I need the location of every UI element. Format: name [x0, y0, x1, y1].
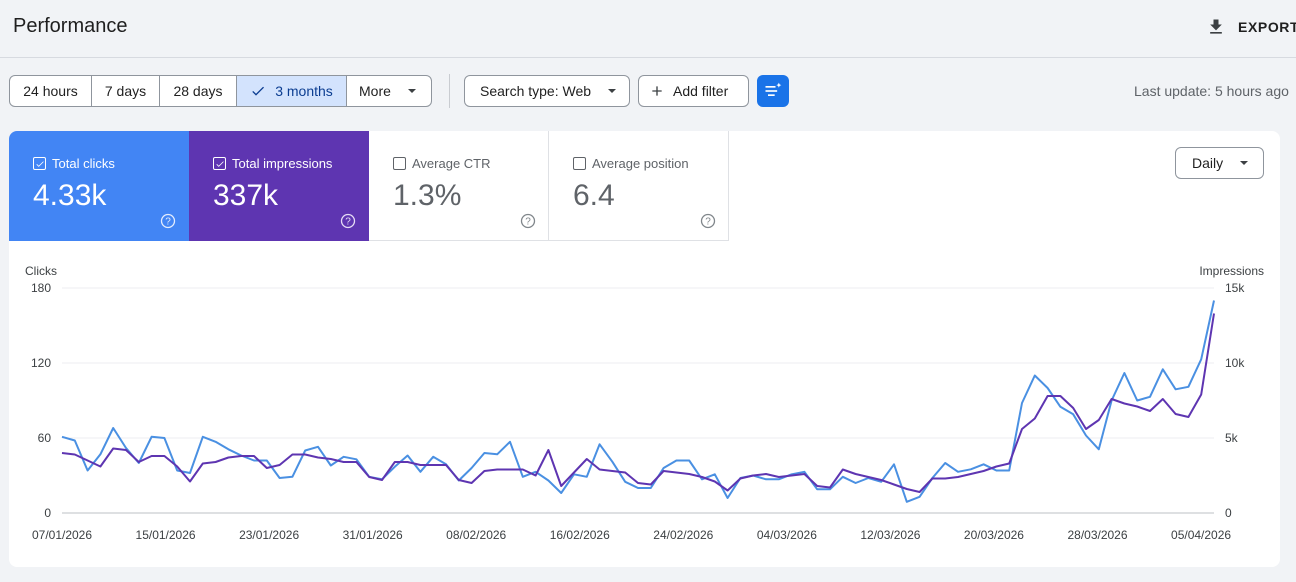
- metric-total-clicks-header: Total clicks: [33, 156, 115, 171]
- metric-label: Total clicks: [52, 156, 115, 171]
- metric-average-ctr[interactable]: Average CTR 1.3% ?: [369, 131, 549, 241]
- range-more-dropdown[interactable]: More: [347, 76, 431, 106]
- granularity-dropdown[interactable]: Daily: [1175, 147, 1264, 179]
- metric-value: 1.3%: [393, 179, 462, 212]
- series-line-impressions: [61, 313, 1215, 493]
- y-left-tick-label: 180: [31, 281, 51, 295]
- export-label: EXPORT: [1238, 19, 1296, 35]
- x-tick-label: 24/02/2026: [653, 528, 713, 542]
- add-filter-label: Add filter: [673, 83, 729, 99]
- y-left-tick-label: 60: [38, 431, 52, 445]
- svg-text:?: ?: [345, 217, 351, 228]
- metric-label: Average position: [592, 156, 689, 171]
- range-24-hours[interactable]: 24 hours: [10, 76, 92, 106]
- metric-value: 4.33k: [33, 179, 107, 212]
- date-range-selector: 24 hours 7 days 28 days 3 months More: [9, 75, 432, 107]
- x-tick-label: 08/02/2026: [446, 528, 506, 542]
- x-tick-label: 07/01/2026: [32, 528, 92, 542]
- y-axis-right-title: Impressions: [1199, 264, 1264, 278]
- x-tick-label: 20/03/2026: [964, 528, 1024, 542]
- help-icon[interactable]: ?: [160, 213, 176, 229]
- range-3-months-label: 3 months: [275, 83, 333, 99]
- metric-total-clicks[interactable]: Total clicks 4.33k ?: [9, 131, 189, 241]
- x-tick-label: 05/04/2026: [1171, 528, 1231, 542]
- svg-text:?: ?: [525, 217, 531, 228]
- range-3-months[interactable]: 3 months: [237, 76, 347, 106]
- plus-icon: [652, 86, 662, 96]
- checkbox-unchecked-icon[interactable]: [393, 157, 406, 170]
- last-update-text: Last update: 5 hours ago: [1134, 83, 1289, 99]
- y-right-tick-label: 0: [1225, 506, 1232, 520]
- series-line-clicks: [61, 300, 1215, 503]
- y-axis-left-title: Clicks: [25, 264, 57, 278]
- help-icon[interactable]: ?: [520, 213, 536, 229]
- x-tick-label: 12/03/2026: [860, 528, 920, 542]
- add-filter-button[interactable]: Add filter: [638, 75, 749, 107]
- metric-total-impressions-header: Total impressions: [213, 156, 332, 171]
- page-title: Performance: [13, 15, 128, 37]
- metric-value: 6.4: [573, 179, 615, 212]
- svg-text:?: ?: [705, 217, 711, 228]
- top-bar: Performance EXPORT: [0, 0, 1296, 58]
- granularity-label: Daily: [1192, 155, 1224, 171]
- caret-down-icon: [608, 89, 617, 93]
- metric-average-ctr-header: Average CTR: [393, 156, 491, 171]
- caret-down-icon: [1240, 161, 1249, 165]
- check-icon: [252, 86, 265, 96]
- range-7-days[interactable]: 7 days: [92, 76, 160, 106]
- checkbox-checked-icon[interactable]: [213, 157, 226, 170]
- x-tick-label: 04/03/2026: [757, 528, 817, 542]
- download-icon: [1210, 19, 1222, 34]
- range-more-label: More: [359, 83, 391, 99]
- search-type-dropdown[interactable]: Search type: Web: [464, 75, 630, 107]
- svg-text:?: ?: [165, 217, 171, 228]
- range-28-days[interactable]: 28 days: [160, 76, 237, 106]
- search-type-label: Search type: Web: [480, 83, 592, 99]
- y-right-tick-label: 15k: [1225, 281, 1245, 295]
- caret-down-icon: [407, 89, 416, 93]
- metric-label: Average CTR: [412, 156, 491, 171]
- y-left-tick-label: 120: [31, 356, 51, 370]
- x-tick-label: 16/02/2026: [550, 528, 610, 542]
- metric-value: 337k: [213, 179, 279, 212]
- export-button[interactable]: EXPORT: [1206, 14, 1296, 40]
- help-icon[interactable]: ?: [340, 213, 356, 229]
- tune-sparkle-icon: [765, 82, 782, 96]
- x-tick-label: 31/01/2026: [343, 528, 403, 542]
- metric-average-position[interactable]: Average position 6.4 ?: [549, 131, 729, 241]
- metric-average-position-header: Average position: [573, 156, 689, 171]
- y-right-tick-label: 5k: [1225, 431, 1239, 445]
- y-left-tick-label: 0: [44, 506, 51, 520]
- x-tick-label: 23/01/2026: [239, 528, 299, 542]
- checkbox-checked-icon[interactable]: [33, 157, 46, 170]
- performance-card: Total clicks 4.33k ? Total impressions 3…: [9, 131, 1280, 567]
- filter-bar: 24 hours 7 days 28 days 3 months More Se…: [0, 74, 1296, 108]
- checkbox-unchecked-icon[interactable]: [573, 157, 586, 170]
- filter-divider: [449, 74, 450, 108]
- y-right-tick-label: 10k: [1225, 356, 1245, 370]
- x-tick-label: 15/01/2026: [136, 528, 196, 542]
- x-tick-label: 28/03/2026: [1067, 528, 1127, 542]
- metric-total-impressions[interactable]: Total impressions 337k ?: [189, 131, 369, 241]
- filter-tune-button[interactable]: [757, 75, 789, 107]
- help-icon[interactable]: ?: [700, 213, 716, 229]
- performance-chart[interactable]: Clicks Impressions 0 60 120 180 0 5k 10k 15k 07/01…: [9, 131, 1280, 567]
- metric-label: Total impressions: [232, 156, 333, 171]
